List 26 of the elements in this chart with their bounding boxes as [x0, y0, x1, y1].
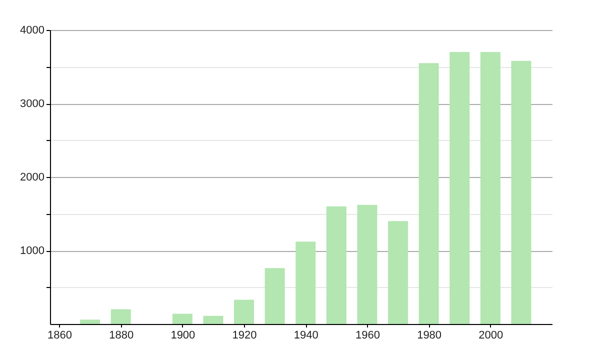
bar: [80, 320, 100, 324]
bar: [110, 309, 131, 324]
x-tick-label: 2000: [478, 330, 504, 342]
y-tick-label: 1000: [20, 245, 44, 257]
y-tick-label: 2000: [20, 172, 44, 184]
y-tick-label: 4000: [20, 24, 44, 36]
x-tick-label: 1960: [355, 330, 380, 342]
bar: [264, 268, 285, 324]
bar: [357, 204, 378, 324]
bar: [480, 52, 500, 324]
bar: [203, 316, 224, 324]
bar: [418, 63, 439, 324]
bar: [450, 52, 470, 324]
x-tick-label: 1940: [294, 330, 318, 342]
bar: [511, 60, 532, 324]
bar: [326, 206, 346, 324]
bar: [234, 300, 254, 324]
x-tick-label: 1900: [170, 330, 196, 342]
bar: [388, 221, 408, 324]
x-tick-label: 1880: [109, 330, 134, 342]
bar: [296, 242, 316, 324]
x-tick-label: 1860: [47, 330, 72, 342]
y-tick-label: 3000: [20, 98, 44, 110]
x-tick-label: 1980: [417, 330, 442, 342]
bar: [172, 314, 192, 324]
x-tick-label: 1920: [232, 330, 257, 342]
